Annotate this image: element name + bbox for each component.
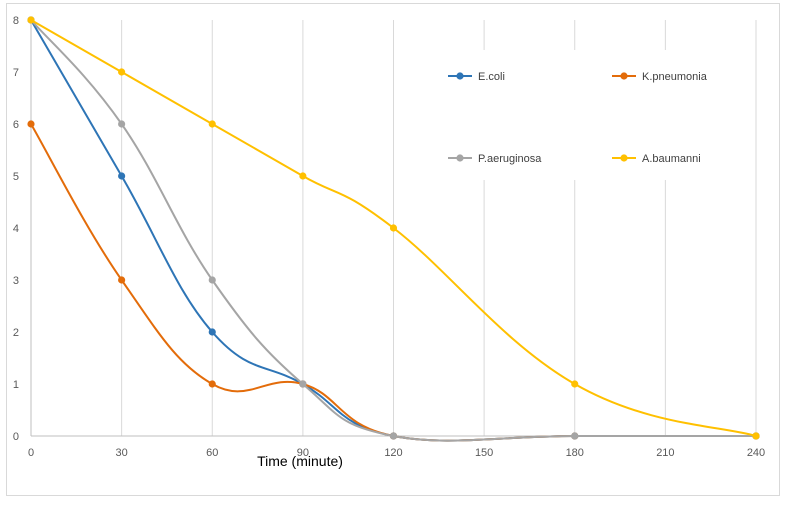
data-point-a-baumanni: [27, 16, 35, 24]
data-point-a-baumanni: [389, 224, 398, 232]
legend-label-a-baumanni: A.baumanni: [642, 153, 701, 165]
legend-swatch-marker: [456, 72, 464, 80]
data-point-a-baumanni: [118, 68, 126, 76]
data-point-p-aeruginosa: [299, 380, 307, 388]
x-tick-label: 90: [297, 447, 309, 459]
legend: E.coli K.pneumonia P.aeruginosa A.baumanni: [448, 71, 708, 165]
y-tick-label: 6: [13, 119, 19, 131]
legend-label-p-aeruginosa: P.aeruginosa: [478, 153, 542, 165]
x-tick-label: 240: [747, 447, 765, 459]
y-tick-label: 4: [13, 223, 19, 235]
data-point-e-coli: [208, 328, 216, 336]
x-tick-label: 150: [475, 447, 493, 459]
x-tick-label: 120: [384, 447, 402, 459]
x-tick-label: 0: [28, 447, 34, 459]
data-point-p-aeruginosa: [208, 276, 216, 284]
x-axis-title: Time (minute): [257, 453, 343, 469]
legend-swatch-marker: [620, 72, 628, 80]
legend-label-e-coli: E.coli: [478, 71, 505, 83]
legend-label-k-pneumonia: K.pneumonia: [642, 71, 708, 83]
y-tick-label: 1: [13, 379, 19, 391]
series-line-a-baumanni: [30, 19, 757, 437]
series-lines: [27, 16, 760, 442]
data-point-p-aeruginosa: [389, 432, 398, 440]
data-point-a-baumanni: [299, 172, 307, 180]
x-tick-label: 210: [656, 447, 674, 459]
axes: 0 30 60 90 120 150 180 210 240 0 1 2 3 4 5 6 7 8: [13, 15, 765, 459]
data-point-k-pneumonia: [118, 276, 126, 284]
data-point-a-baumanni: [752, 432, 760, 440]
data-point-k-pneumonia: [27, 120, 35, 128]
data-point-a-baumanni: [571, 380, 579, 388]
y-tick-label: 8: [13, 15, 19, 27]
data-point-p-aeruginosa: [118, 120, 126, 128]
data-point-a-baumanni: [208, 120, 216, 128]
x-tick-label: 30: [116, 447, 128, 459]
y-tick-label: 0: [13, 431, 19, 443]
legend-swatch-marker: [620, 154, 628, 162]
y-tick-label: 2: [13, 327, 19, 339]
data-point-e-coli: [118, 172, 126, 180]
y-tick-label: 7: [13, 67, 19, 79]
x-tick-label: 60: [206, 447, 218, 459]
data-point-k-pneumonia: [208, 380, 216, 388]
y-tick-label: 3: [13, 275, 19, 287]
data-point-p-aeruginosa: [571, 432, 579, 440]
x-tick-label: 180: [566, 447, 584, 459]
y-tick-label: 5: [13, 171, 19, 183]
legend-swatch-marker: [456, 154, 464, 162]
